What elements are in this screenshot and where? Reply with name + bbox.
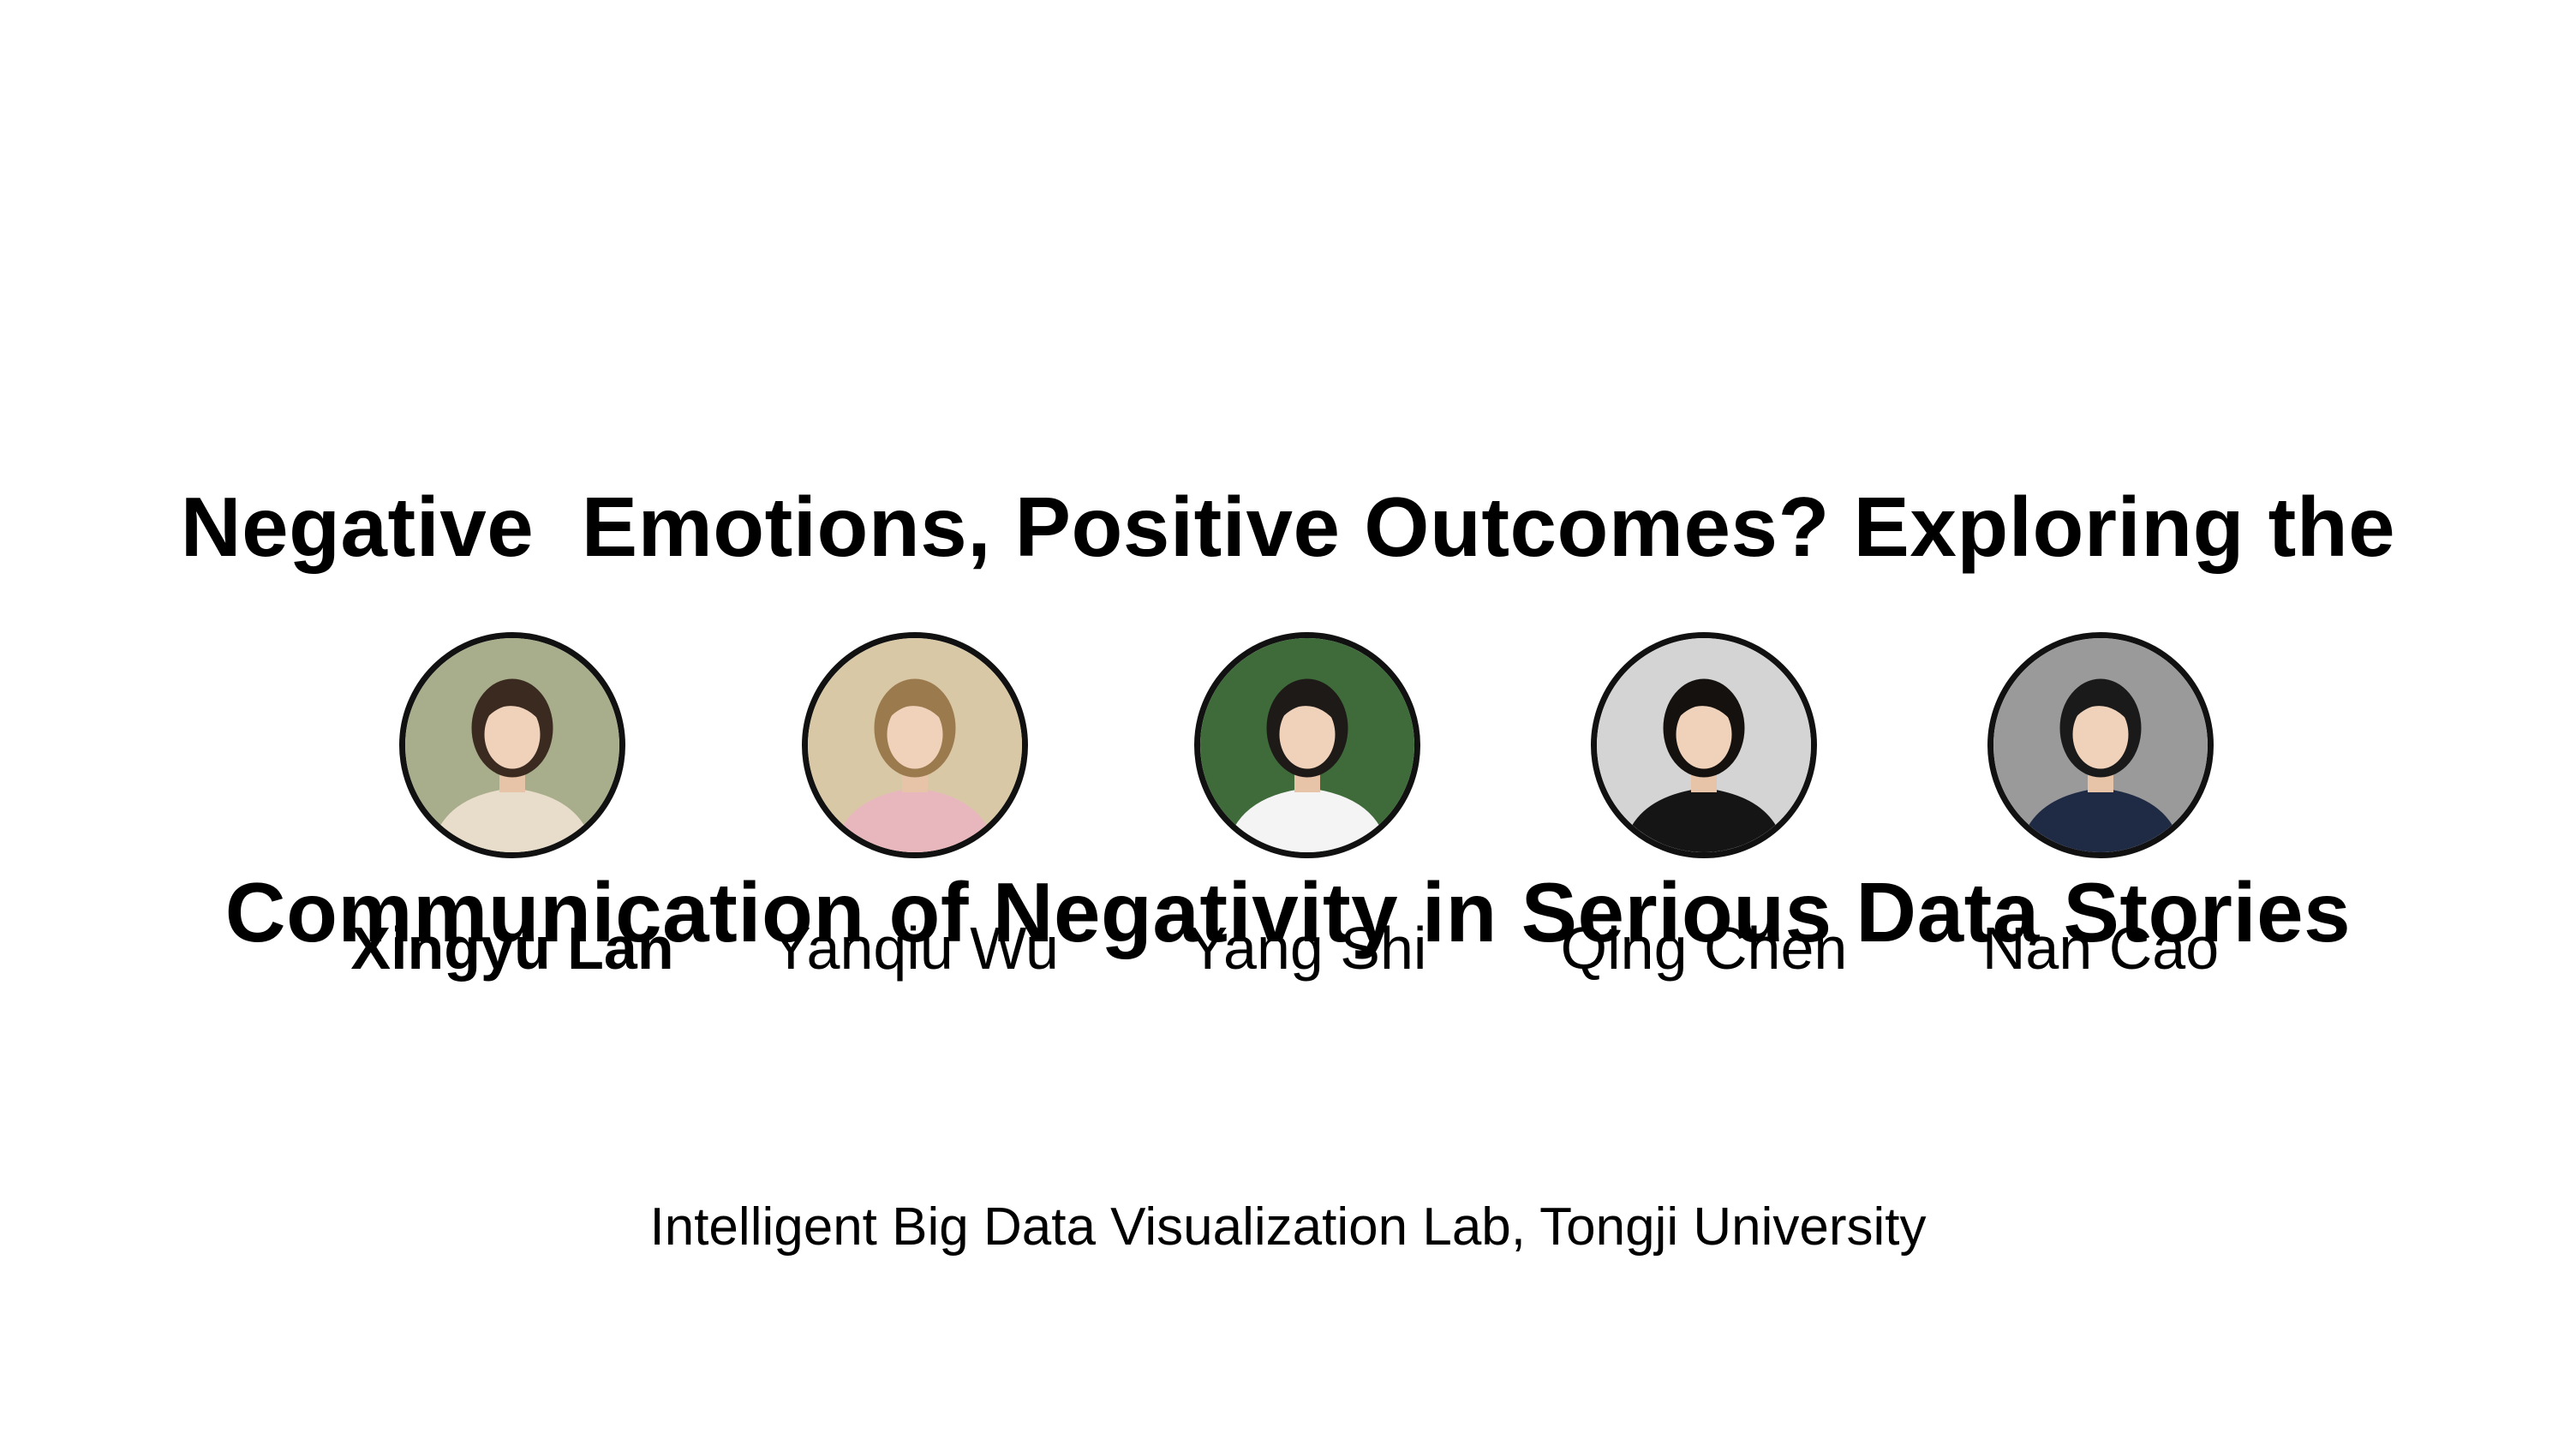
author-list: Xingyu Lan Yanqiu Wu Yang Shi Qing Chen … [0,632,2576,1009]
portrait-image [405,638,619,852]
author-card: Yang Shi [1127,632,1487,987]
author-photo [1591,632,1817,858]
author-name: Qing Chen [1560,915,1848,982]
author-name: Yanqiu Wu [771,915,1059,982]
slide-title: Negative Emotions, Positive Outcomes? Ex… [0,206,2576,1233]
title-line-2: Communication of Negativity in Serious D… [224,865,2352,959]
author-card: Nan Cao [1921,632,2280,987]
portrait-image [1200,638,1414,852]
author-name: Yang Shi [1187,915,1427,982]
author-name: Xingyu Lan [350,915,674,982]
author-photo [399,632,625,858]
author-card: Xingyu Lan [332,632,692,987]
author-name: Nan Cao [1981,915,2220,982]
portrait-image [1993,638,2208,852]
author-photo [802,632,1028,858]
author-photo [1194,632,1420,858]
portrait-image [808,638,1022,852]
title-line-1: Negative Emotions, Positive Outcomes? Ex… [180,480,2396,574]
author-photo [1987,632,2214,858]
affiliation: Intelligent Big Data Visualization Lab, … [649,1197,1927,1257]
portrait-image [1597,638,1811,852]
author-card: Yanqiu Wu [735,632,1095,987]
author-card: Qing Chen [1524,632,1884,987]
